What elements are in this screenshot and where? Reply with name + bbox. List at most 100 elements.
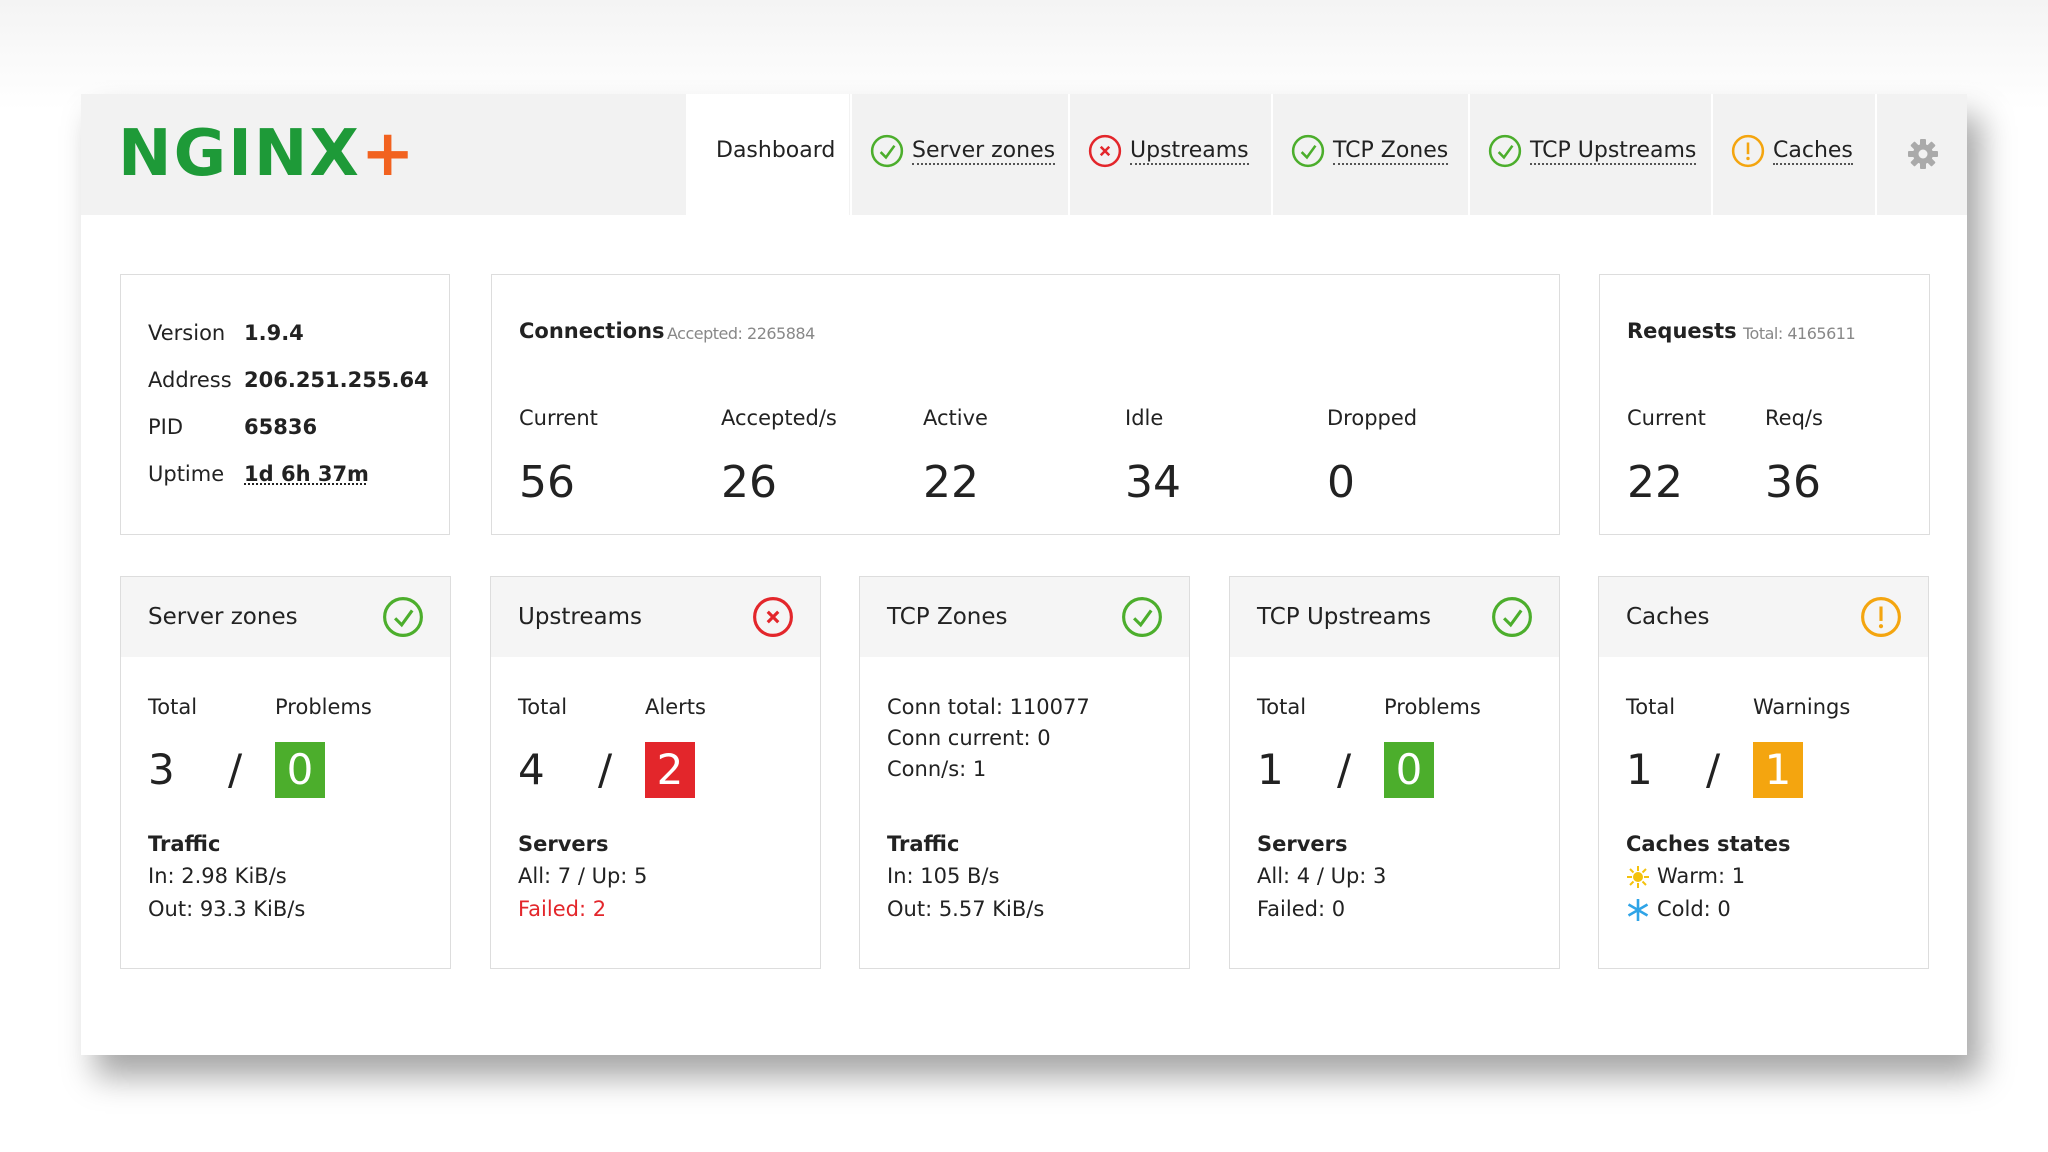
widget-card[interactable]: TCP Zones Conn total: 110077 Conn current:…: [859, 576, 1190, 969]
tab-label[interactable]: Dashboard: [716, 136, 835, 167]
widget-header: [860, 577, 1189, 657]
widget-title: TCP Zones: [887, 603, 1008, 630]
section-line: In: 105 B/s: [887, 864, 1000, 889]
nav-tab[interactable]: TCP Zones: [1271, 94, 1467, 215]
nav-tab[interactable]: Upstreams: [1068, 94, 1269, 215]
divider: /: [1337, 744, 1352, 794]
sun-icon: [1626, 865, 1650, 889]
tab-label-text[interactable]: TCP Upstreams: [1530, 137, 1697, 165]
info-value: 206.251.255.64: [244, 368, 429, 393]
stat-value: 0: [1327, 457, 1355, 509]
tab-label-text[interactable]: Dashboard: [716, 137, 836, 163]
divider: /: [598, 744, 613, 794]
section-title: Caches states: [1626, 832, 1791, 857]
status-icon-svg[interactable]: [1088, 134, 1122, 168]
nav-tab[interactable]: Dashboard: [686, 94, 849, 215]
issue-badge: 0: [1384, 742, 1434, 798]
stat-label: Dropped: [1327, 406, 1418, 431]
stat-label: Req/s: [1765, 406, 1823, 431]
stat-value: 34: [1125, 457, 1181, 509]
total-value: 1: [1626, 744, 1653, 794]
requests-card: Requests Total: 4165611 Current 22 Req/s 36: [1599, 274, 1930, 535]
status-icon-warning[interactable]: [1731, 134, 1765, 168]
tab-label[interactable]: Upstreams: [1130, 136, 1249, 167]
status-icon-svg[interactable]: [870, 134, 904, 168]
total-value: 2265884: [747, 323, 815, 343]
widget-header: [491, 577, 820, 657]
widget-header: [1599, 577, 1928, 657]
issue-badge: 1: [1753, 742, 1803, 798]
widget-title: Caches: [1626, 603, 1710, 630]
widget-header: [121, 577, 450, 657]
widget-header: [1230, 577, 1559, 657]
settings-tab[interactable]: [1875, 94, 1967, 215]
widget-card[interactable]: Caches Total Warnings 1 / 1 Caches states Warm:…: [1598, 576, 1929, 969]
status-icon-ok: [382, 596, 424, 638]
card-title: Requests: [1627, 319, 1737, 344]
total-value: 4: [518, 744, 545, 794]
status-icon-ok[interactable]: [870, 134, 904, 168]
widget-card[interactable]: TCP Upstreams Total Problems 1 / 0 Servers All:…: [1229, 576, 1560, 969]
tab-label-text[interactable]: Server zones: [912, 137, 1056, 165]
tab-label[interactable]: TCP Upstreams: [1530, 136, 1697, 167]
info-value: 1.9.4: [244, 321, 304, 346]
status-icon-svg: [1861, 597, 1901, 637]
widget-line: Conn current: 0: [887, 726, 1051, 751]
section-line: In: 2.98 KiB/s: [148, 864, 287, 889]
tab-label[interactable]: Caches: [1773, 136, 1853, 167]
issue-label: Warnings: [1753, 695, 1851, 720]
info-card: Version 1.9.4 Address 206.251.255.64 PID 6583…: [120, 274, 450, 535]
widget-title: Server zones: [148, 603, 298, 630]
status-icon-svg[interactable]: [1488, 134, 1522, 168]
widget-card[interactable]: Upstreams Total Alerts 4 / 2 Servers All: 7 / U…: [490, 576, 821, 969]
logo-mark: +: [360, 117, 417, 191]
total-label: Total:: [1743, 323, 1783, 343]
tab-label-text[interactable]: TCP Zones: [1333, 137, 1449, 165]
status-icon-error: [752, 596, 794, 638]
nav-tab[interactable]: TCP Upstreams: [1468, 94, 1710, 215]
section-line: Out: 93.3 KiB/s: [148, 897, 306, 922]
widget-title: TCP Upstreams: [1257, 603, 1431, 630]
logo-text: NGINX: [118, 117, 361, 191]
info-value: 65836: [244, 415, 318, 440]
widget-line: Conn/s: 1: [887, 757, 987, 782]
status-icon-error[interactable]: [1088, 134, 1122, 168]
tab-label[interactable]: TCP Zones: [1333, 136, 1449, 167]
issue-badge: 0: [275, 742, 325, 798]
total-value: 3: [148, 744, 175, 794]
settings-icon[interactable]: [1907, 138, 1939, 170]
info-value: 1d 6h 37m: [244, 462, 369, 487]
status-icon-ok: [1121, 596, 1163, 638]
nav-tab[interactable]: Server zones: [850, 94, 1067, 215]
status-icon-svg[interactable]: [1291, 134, 1325, 168]
divider: /: [1706, 744, 1721, 794]
section-line: Out: 5.57 KiB/s: [887, 897, 1045, 922]
connections-card: Connections Accepted: 2265884 Current 56 Acc…: [491, 274, 1560, 535]
stat-label: Idle: [1125, 406, 1164, 431]
status-icon-ok[interactable]: [1291, 134, 1325, 168]
tab-label-text[interactable]: Caches: [1773, 137, 1853, 165]
dashboard-panel: NGINX+ Dashboard Server zones Upstreams TCP…: [81, 94, 1967, 1055]
header: NGINX+ Dashboard Server zones Upstreams TCP…: [81, 94, 1967, 215]
section-line: Failed: 2: [518, 897, 607, 922]
info-label: PID: [148, 415, 184, 440]
stat-value: 36: [1765, 457, 1821, 509]
section-line: Warm: 1: [1657, 864, 1746, 889]
info-label: Address: [148, 368, 232, 393]
issue-badge: 2: [645, 742, 695, 798]
nav-tab[interactable]: Caches: [1711, 94, 1874, 215]
tab-label-text[interactable]: Upstreams: [1130, 137, 1249, 165]
info-label: Version: [148, 321, 226, 346]
stat-label: Current: [519, 406, 598, 431]
widget-card[interactable]: Server zones Total Problems 3 / 0 Traffic In: 2…: [120, 576, 451, 969]
tab-label[interactable]: Server zones: [912, 136, 1056, 167]
card-title: Connections: [519, 319, 665, 344]
divider: /: [228, 744, 243, 794]
issue-label: Alerts: [645, 695, 706, 720]
total-label: Total: [1626, 695, 1676, 720]
snow-icon: [1626, 898, 1650, 922]
status-icon-svg[interactable]: [1731, 134, 1765, 168]
status-icon-ok[interactable]: [1488, 134, 1522, 168]
stat-value: 56: [519, 457, 575, 509]
